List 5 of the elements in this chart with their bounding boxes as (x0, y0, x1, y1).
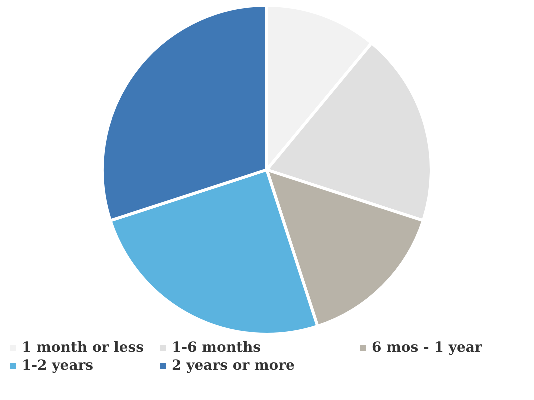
legend-label: 2 years or more (172, 358, 295, 374)
legend-label: 6 mos - 1 year (372, 340, 482, 356)
legend-label: 1-6 months (172, 340, 262, 356)
legend-label: 1-2 years (22, 358, 94, 374)
legend-label: 1 month or less (22, 340, 144, 356)
